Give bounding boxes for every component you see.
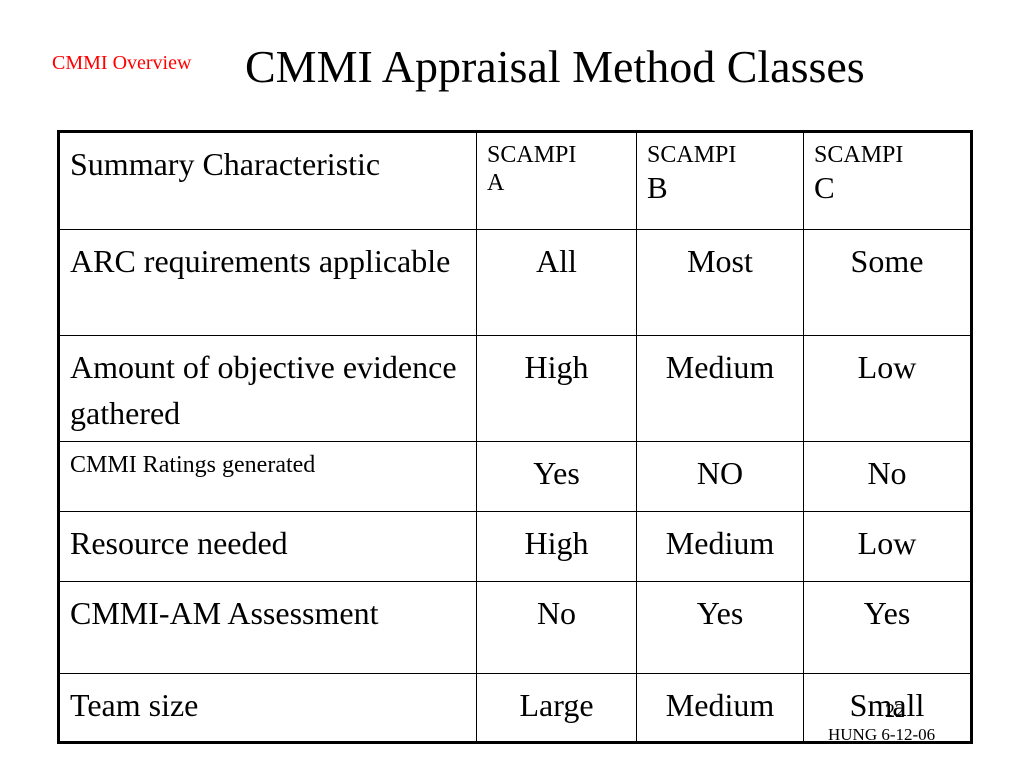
- table-row: Resource needed High Medium Low: [58, 511, 972, 582]
- header-scampi-c-name: SCAMPI: [814, 142, 904, 168]
- row-label: Team size: [58, 673, 477, 743]
- row-label: CMMI Ratings generated: [58, 441, 477, 512]
- header-scampi-c: SCAMPI C: [803, 131, 972, 230]
- row-label: ARC requirements applicable: [58, 229, 477, 336]
- cell-scampi-a: Yes: [476, 441, 637, 512]
- cell-scampi-a: Large: [476, 673, 637, 743]
- table-row: Amount of objective evidence gathered Hi…: [58, 335, 972, 442]
- cell-scampi-c: No: [803, 441, 972, 512]
- footer-author-date: HUNG 6-12-06: [828, 725, 936, 744]
- header-scampi-a: SCAMPI A: [476, 131, 637, 230]
- table-row: Team size Large Medium Small: [58, 673, 972, 743]
- header-scampi-b: SCAMPI B: [636, 131, 804, 230]
- header-scampi-a-name: SCAMPI: [487, 142, 577, 168]
- slide-title: CMMI Appraisal Method Classes: [245, 41, 865, 92]
- row-label: CMMI-AM Assessment: [58, 581, 477, 674]
- cell-scampi-b: Medium: [636, 673, 804, 743]
- cell-scampi-c: Low: [803, 335, 972, 442]
- comparison-table-frame: Summary Characteristic SCAMPI A SCAMPI B…: [57, 130, 973, 744]
- cell-scampi-b: NO: [636, 441, 804, 512]
- cell-scampi-b: Most: [636, 229, 804, 336]
- header-scampi-b-letter: B: [647, 169, 668, 205]
- section-label: CMMI Overview: [52, 52, 192, 74]
- comparison-table: Summary Characteristic SCAMPI A SCAMPI B…: [57, 130, 973, 744]
- cell-scampi-c: Some: [803, 229, 972, 336]
- slide-number: 22: [885, 700, 905, 722]
- cell-scampi-c: Low: [803, 511, 972, 582]
- table-row: CMMI-AM Assessment No Yes Yes: [58, 581, 972, 674]
- table-row: ARC requirements applicable All Most Som…: [58, 229, 972, 336]
- cell-scampi-a: High: [476, 511, 637, 582]
- cell-scampi-b: Yes: [636, 581, 804, 674]
- header-scampi-b-name: SCAMPI: [647, 142, 737, 168]
- table-row: CMMI Ratings generated Yes NO No: [58, 441, 972, 512]
- cell-scampi-b: Medium: [636, 335, 804, 442]
- cell-scampi-b: Medium: [636, 511, 804, 582]
- table-header-row: Summary Characteristic SCAMPI A SCAMPI B…: [58, 131, 972, 230]
- header-scampi-a-letter: A: [487, 169, 505, 196]
- header-characteristic: Summary Characteristic: [58, 131, 477, 230]
- header-scampi-c-letter: C: [814, 169, 835, 205]
- row-label: Amount of objective evidence gathered: [58, 335, 477, 442]
- cell-scampi-a: High: [476, 335, 637, 442]
- cell-scampi-a: No: [476, 581, 637, 674]
- cell-scampi-c: Small: [803, 673, 972, 743]
- cell-scampi-c: Yes: [803, 581, 972, 674]
- row-label: Resource needed: [58, 511, 477, 582]
- cell-scampi-a: All: [476, 229, 637, 336]
